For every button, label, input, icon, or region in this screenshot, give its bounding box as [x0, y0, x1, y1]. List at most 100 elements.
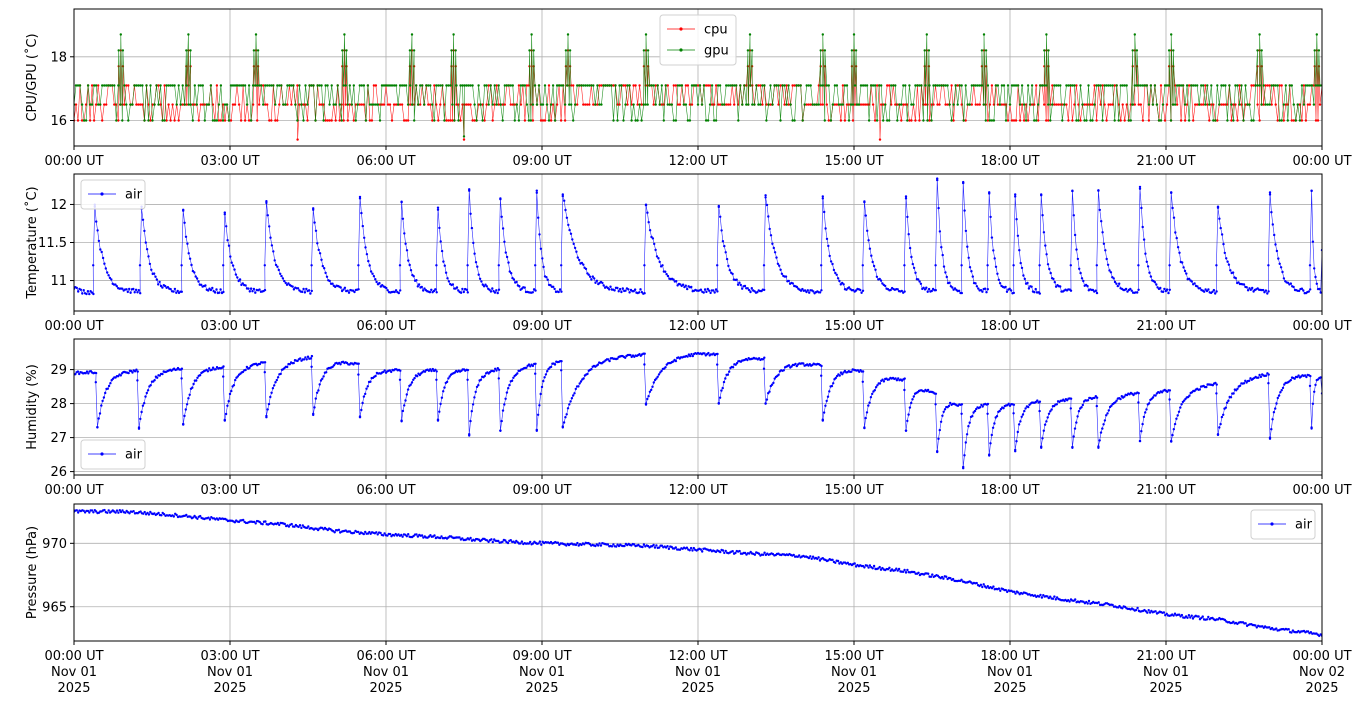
- data-point: [76, 119, 80, 122]
- data-point: [958, 84, 961, 87]
- data-point: [215, 119, 219, 122]
- data-point: [926, 119, 929, 122]
- data-point: [930, 119, 933, 122]
- data-point: [189, 103, 192, 106]
- data-point: [1039, 84, 1042, 87]
- data-point: [646, 103, 649, 106]
- data-point: [1105, 257, 1108, 261]
- data-point: [412, 275, 415, 278]
- data-point: [716, 290, 719, 293]
- data-point: [310, 354, 314, 358]
- data-point: [946, 84, 949, 87]
- data-point: [187, 397, 190, 400]
- data-point: [775, 256, 778, 259]
- data-point: [121, 119, 124, 122]
- data-point: [890, 84, 893, 87]
- data-point: [1264, 103, 1267, 106]
- data-point: [420, 534, 424, 537]
- data-point: [574, 543, 578, 547]
- data-point: [594, 281, 597, 284]
- data-point: [650, 388, 653, 392]
- data-point: [1252, 119, 1255, 122]
- data-point: [491, 541, 494, 544]
- data-point: [890, 103, 893, 106]
- legend-marker-air: [100, 452, 104, 456]
- data-point: [435, 370, 438, 373]
- data-point: [660, 544, 664, 547]
- data-point: [734, 551, 737, 555]
- data-point: [908, 84, 911, 87]
- data-point: [494, 367, 497, 370]
- data-point: [319, 379, 323, 382]
- data-point: [944, 271, 947, 274]
- data-point: [642, 49, 646, 52]
- data-point: [1049, 595, 1052, 598]
- data-point: [1248, 379, 1251, 382]
- data-point: [838, 279, 841, 283]
- data-point: [873, 389, 876, 392]
- data-point: [707, 351, 710, 355]
- data-point: [288, 84, 291, 87]
- data-point: [1268, 626, 1271, 629]
- data-point: [74, 373, 77, 376]
- data-point: [731, 550, 734, 553]
- data-point: [347, 291, 351, 294]
- y-tick-label: 16: [50, 114, 67, 129]
- data-point: [358, 415, 362, 418]
- data-point: [808, 291, 811, 294]
- data-point: [409, 103, 412, 106]
- x-tick-label: 00:00 UT Nov 02 2025: [1292, 649, 1351, 696]
- data-point: [225, 225, 228, 228]
- data-point: [789, 103, 792, 106]
- data-point: [1109, 84, 1112, 87]
- data-point: [546, 370, 549, 373]
- data-point: [1102, 242, 1106, 245]
- data-point: [1130, 289, 1133, 292]
- data-point: [1304, 119, 1308, 122]
- data-point: [1300, 287, 1304, 290]
- data-point: [864, 416, 867, 420]
- data-point: [1051, 597, 1055, 600]
- data-point: [282, 103, 285, 106]
- data-point: [87, 372, 90, 375]
- data-point: [911, 262, 914, 266]
- data-point: [1115, 84, 1118, 87]
- data-point: [143, 402, 146, 405]
- data-point: [392, 84, 396, 87]
- data-point: [1014, 195, 1017, 198]
- data-point: [117, 375, 120, 378]
- data-point: [1110, 404, 1113, 407]
- data-point: [1069, 264, 1073, 267]
- data-point: [154, 275, 157, 278]
- data-point: [736, 283, 740, 286]
- data-point: [436, 418, 440, 421]
- data-point: [493, 84, 496, 87]
- data-point: [1173, 103, 1177, 106]
- data-point: [429, 84, 432, 87]
- data-point: [427, 103, 430, 106]
- data-point: [1045, 33, 1048, 36]
- data-point: [633, 543, 636, 546]
- data-point: [867, 119, 871, 122]
- data-point: [519, 84, 523, 87]
- data-point: [561, 194, 564, 198]
- data-point: [930, 289, 933, 293]
- data-point: [1100, 220, 1103, 223]
- data-point: [612, 543, 615, 546]
- y-tick-label: 29: [50, 363, 67, 378]
- data-point: [967, 425, 970, 428]
- data-point: [1226, 119, 1229, 122]
- data-point: [559, 119, 563, 122]
- data-point: [400, 200, 403, 203]
- data-point: [871, 84, 875, 87]
- data-point: [508, 270, 511, 273]
- data-point: [417, 103, 420, 106]
- data-point: [504, 539, 507, 542]
- data-point: [271, 387, 275, 390]
- data-point: [1037, 103, 1040, 106]
- data-point: [462, 290, 465, 294]
- data-point: [701, 550, 704, 553]
- data-point: [382, 84, 386, 87]
- data-point: [1143, 84, 1147, 87]
- data-point: [879, 568, 883, 571]
